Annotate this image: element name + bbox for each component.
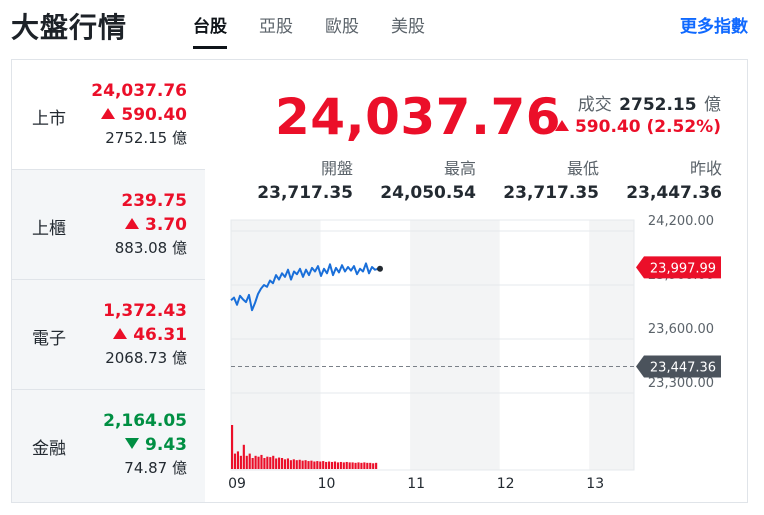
main-change-text: 590.40 (2.52%) xyxy=(574,117,721,137)
stat-value: 23,717.35 xyxy=(503,183,599,203)
main-change: 590.40 (2.52%) xyxy=(554,117,721,137)
index-value: 24,037.76 xyxy=(91,81,187,101)
market-card: 上市 24,037.76 590.40 2752.15 億 上櫃 239.75 … xyxy=(11,59,748,503)
tab-europe[interactable]: 歐股 xyxy=(325,17,359,37)
sidebar-item-finance[interactable]: 金融 2,164.05 9.43 74.87 億 xyxy=(12,390,205,502)
stat-label: 開盤 xyxy=(320,159,353,178)
stat-label: 最低 xyxy=(566,159,599,178)
arrow-up-icon xyxy=(554,120,569,131)
arrow-up-icon xyxy=(125,218,140,229)
sidebar-item-label: 電子 xyxy=(32,329,66,349)
index-value: 1,372.43 xyxy=(103,301,187,321)
sidebar-item-label: 金融 xyxy=(32,439,66,459)
arrow-down-icon xyxy=(125,438,140,449)
sidebar-item-electronics[interactable]: 電子 1,372.43 46.31 2068.73 億 xyxy=(12,280,205,390)
index-change: 46.31 xyxy=(133,325,187,345)
index-volume: 2068.73 億 xyxy=(105,349,187,367)
stat-value: 23,447.36 xyxy=(626,183,722,203)
page-title: 大盤行情 xyxy=(11,11,128,44)
volume-unit: 億 xyxy=(704,95,721,115)
tab-asia[interactable]: 亞股 xyxy=(259,17,293,37)
volume-label: 成交 xyxy=(577,95,612,115)
sidebar-item-otc[interactable]: 上櫃 239.75 3.70 883.08 億 xyxy=(12,170,205,280)
stat-open: 開盤 23,717.35 xyxy=(255,155,353,203)
index-volume: 2752.15 億 xyxy=(105,129,187,147)
index-sidebar: 上市 24,037.76 590.40 2752.15 億 上櫃 239.75 … xyxy=(12,60,205,502)
tab-us[interactable]: 美股 xyxy=(391,17,425,37)
index-volume: 74.87 億 xyxy=(124,459,187,477)
more-indices-link[interactable]: 更多指數 xyxy=(680,17,748,37)
tab-taiwan[interactable]: 台股 xyxy=(193,12,227,49)
main-index-price: 24,037.76 xyxy=(275,88,562,146)
index-value: 2,164.05 xyxy=(103,411,187,431)
stat-label: 最高 xyxy=(443,159,476,178)
index-volume: 883.08 億 xyxy=(114,239,187,257)
stat-low: 最低 23,717.35 xyxy=(501,155,599,203)
index-value: 239.75 xyxy=(121,191,187,211)
volume-value: 2752.15 xyxy=(619,95,697,115)
stat-prev-close: 昨收 23,447.36 xyxy=(624,155,722,203)
trade-volume: 成交 2752.15 億 xyxy=(578,90,721,115)
arrow-up-icon xyxy=(101,108,116,119)
sidebar-item-label: 上市 xyxy=(32,109,66,129)
sidebar-item-label: 上櫃 xyxy=(32,219,66,239)
arrow-up-icon xyxy=(113,328,128,339)
stat-high: 最高 24,050.54 xyxy=(378,155,476,203)
index-change: 3.70 xyxy=(145,215,187,235)
index-change: 590.40 xyxy=(121,105,187,125)
stat-value: 23,717.35 xyxy=(257,183,353,203)
index-change: 9.43 xyxy=(145,435,187,455)
stat-value: 24,050.54 xyxy=(380,183,476,203)
sidebar-item-listed[interactable]: 上市 24,037.76 590.40 2752.15 億 xyxy=(12,60,205,170)
market-tabs: 台股 亞股 歐股 美股 xyxy=(193,12,457,49)
stat-label: 昨收 xyxy=(689,159,722,178)
